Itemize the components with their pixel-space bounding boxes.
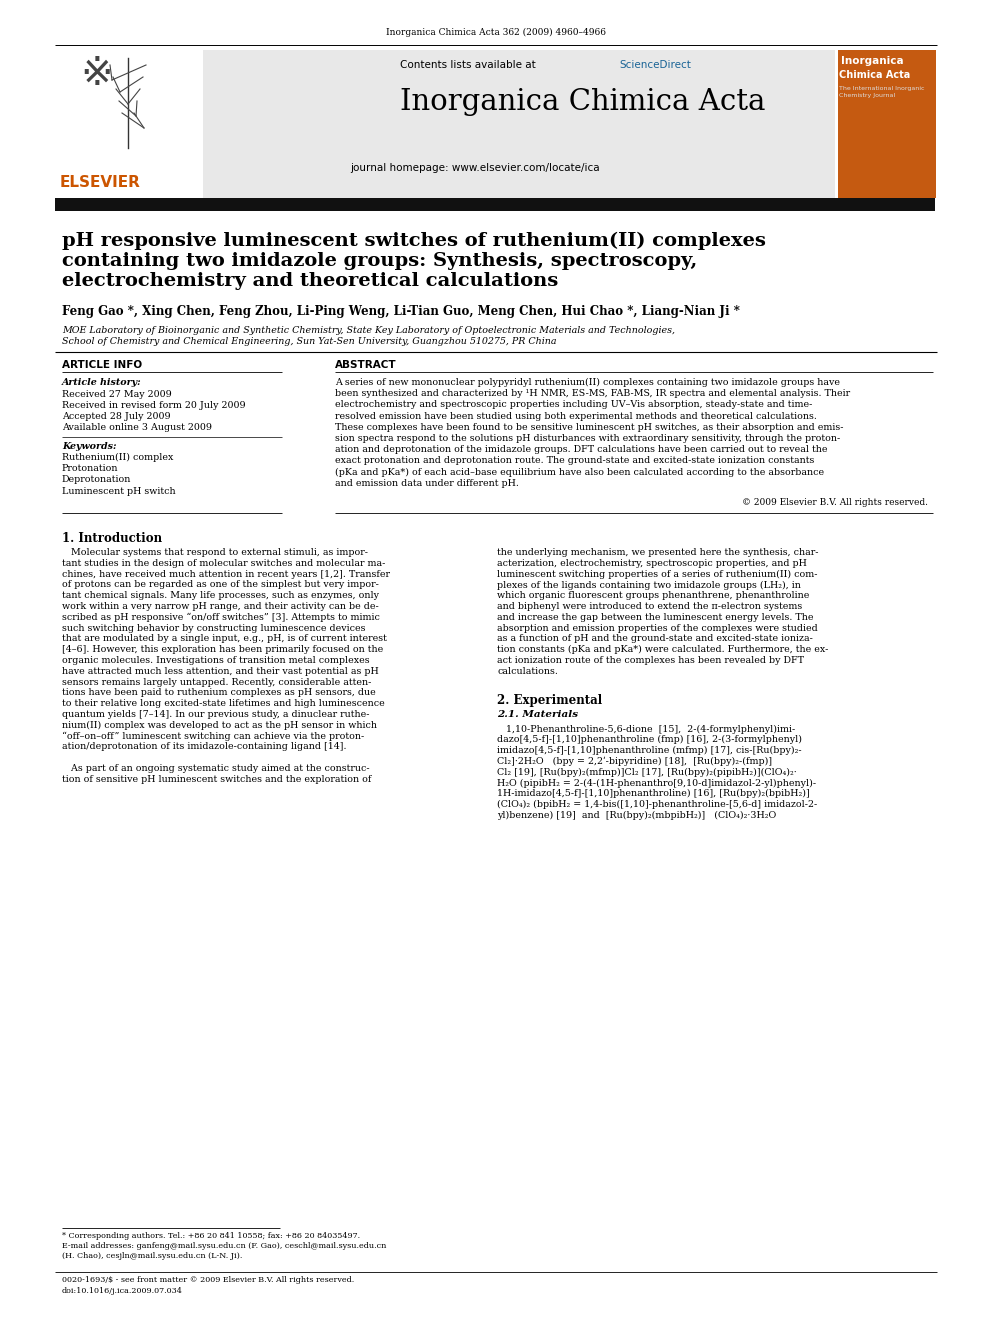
Text: As part of an ongoing systematic study aimed at the construc-: As part of an ongoing systematic study a…: [62, 763, 370, 773]
Text: Chemistry Journal: Chemistry Journal: [839, 93, 895, 98]
Bar: [55, 50, 203, 198]
Text: Available online 3 August 2009: Available online 3 August 2009: [62, 423, 212, 433]
Text: tion of sensitive pH luminescent switches and the exploration of: tion of sensitive pH luminescent switche…: [62, 775, 371, 783]
Text: 0020-1693/$ - see front matter © 2009 Elsevier B.V. All rights reserved.: 0020-1693/$ - see front matter © 2009 El…: [62, 1275, 354, 1285]
Text: electrochemistry and theoretical calculations: electrochemistry and theoretical calcula…: [62, 273, 558, 290]
Text: absorption and emission properties of the complexes were studied: absorption and emission properties of th…: [497, 623, 817, 632]
Text: and biphenyl were introduced to extend the π-electron systems: and biphenyl were introduced to extend t…: [497, 602, 803, 611]
Text: Luminescent pH switch: Luminescent pH switch: [62, 487, 176, 496]
Text: organic molecules. Investigations of transition metal complexes: organic molecules. Investigations of tra…: [62, 656, 370, 665]
Text: Protonation: Protonation: [62, 464, 118, 474]
Text: A series of new mononuclear polypyridyl ruthenium(II) complexes containing two i: A series of new mononuclear polypyridyl …: [335, 378, 840, 388]
Text: and increase the gap between the luminescent energy levels. The: and increase the gap between the lumines…: [497, 613, 813, 622]
Text: School of Chemistry and Chemical Engineering, Sun Yat-Sen University, Guangzhou : School of Chemistry and Chemical Enginee…: [62, 337, 557, 347]
Text: tant studies in the design of molecular switches and molecular ma-: tant studies in the design of molecular …: [62, 558, 385, 568]
Text: pH responsive luminescent switches of ruthenium(II) complexes: pH responsive luminescent switches of ru…: [62, 232, 766, 250]
Text: ation/deprotonation of its imidazole-containing ligand [14].: ation/deprotonation of its imidazole-con…: [62, 742, 346, 751]
Text: ABSTRACT: ABSTRACT: [335, 360, 397, 370]
Text: Inorganica: Inorganica: [841, 56, 904, 66]
Text: Ruthenium(II) complex: Ruthenium(II) complex: [62, 452, 174, 462]
Text: of protons can be regarded as one of the simplest but very impor-: of protons can be regarded as one of the…: [62, 581, 379, 590]
Text: ELSEVIER: ELSEVIER: [60, 175, 141, 191]
Text: 2.1. Materials: 2.1. Materials: [497, 710, 578, 720]
Bar: [838, 50, 936, 198]
Text: resolved emission have been studied using both experimental methods and theoreti: resolved emission have been studied usin…: [335, 411, 816, 421]
Text: calculations.: calculations.: [497, 667, 558, 676]
Text: dazo[4,5-f]-[1,10]phenanthroline (fmp) [16], 2-(3-formylphenyl): dazo[4,5-f]-[1,10]phenanthroline (fmp) […: [497, 736, 802, 745]
Text: (H. Chao), cesjln@mail.sysu.edu.cn (L-N. Ji).: (H. Chao), cesjln@mail.sysu.edu.cn (L-N.…: [62, 1252, 242, 1259]
Text: electrochemistry and spectroscopic properties including UV–Vis absorption, stead: electrochemistry and spectroscopic prope…: [335, 401, 812, 409]
Text: the underlying mechanism, we presented here the synthesis, char-: the underlying mechanism, we presented h…: [497, 548, 818, 557]
Text: Article history:: Article history:: [62, 378, 142, 388]
Text: The International Inorganic: The International Inorganic: [839, 86, 925, 91]
Text: chines, have received much attention in recent years [1,2]. Transfer: chines, have received much attention in …: [62, 570, 390, 578]
Text: as a function of pH and the ground-state and excited-state ioniza-: as a function of pH and the ground-state…: [497, 635, 812, 643]
Text: Accepted 28 July 2009: Accepted 28 July 2009: [62, 411, 171, 421]
Text: Molecular systems that respond to external stimuli, as impor-: Molecular systems that respond to extern…: [62, 548, 368, 557]
Text: 1H-imidazo[4,5-f]-[1,10]phenanthroline) [16], [Ru(bpy)₂(bpibH₂)]: 1H-imidazo[4,5-f]-[1,10]phenanthroline) …: [497, 790, 809, 798]
Text: MOE Laboratory of Bioinorganic and Synthetic Chemistry, State Key Laboratory of : MOE Laboratory of Bioinorganic and Synth…: [62, 325, 675, 335]
Text: yl)benzene) [19]  and  [Ru(bpy)₂(mbpibH₂)]   (ClO₄)₂·3H₂O: yl)benzene) [19] and [Ru(bpy)₂(mbpibH₂)]…: [497, 811, 777, 820]
Text: 1. Introduction: 1. Introduction: [62, 532, 162, 545]
Text: been synthesized and characterized by ¹H NMR, ES-MS, FAB-MS, IR spectra and elem: been synthesized and characterized by ¹H…: [335, 389, 850, 398]
Text: ation and deprotonation of the imidazole groups. DFT calculations have been carr: ation and deprotonation of the imidazole…: [335, 446, 827, 454]
Text: tions have been paid to ruthenium complexes as pH sensors, due: tions have been paid to ruthenium comple…: [62, 688, 376, 697]
Text: (ClO₄)₂ (bpibH₂ = 1,4-bis([1,10]-phenanthroline-[5,6-d] imidazol-2-: (ClO₄)₂ (bpibH₂ = 1,4-bis([1,10]-phenant…: [497, 800, 817, 810]
Text: Cl₂]·2H₂O   (bpy = 2,2ʹ-bipyridine) [18],  [Ru(bpy)₂-(fmp)]: Cl₂]·2H₂O (bpy = 2,2ʹ-bipyridine) [18], …: [497, 757, 772, 766]
Text: Deprotonation: Deprotonation: [62, 475, 131, 484]
Text: © 2009 Elsevier B.V. All rights reserved.: © 2009 Elsevier B.V. All rights reserved…: [742, 497, 928, 507]
Text: to their relative long excited-state lifetimes and high luminescence: to their relative long excited-state lif…: [62, 699, 385, 708]
Text: Chimica Acta: Chimica Acta: [839, 70, 911, 79]
Text: tant chemical signals. Many life processes, such as enzymes, only: tant chemical signals. Many life process…: [62, 591, 379, 601]
Text: ScienceDirect: ScienceDirect: [619, 60, 690, 70]
Text: journal homepage: www.elsevier.com/locate/ica: journal homepage: www.elsevier.com/locat…: [350, 163, 599, 173]
Text: imidazo[4,5-f]-[1,10]phenanthroline (mfmp) [17], cis-[Ru(bpy)₂-: imidazo[4,5-f]-[1,10]phenanthroline (mfm…: [497, 746, 802, 755]
Text: containing two imidazole groups: Synthesis, spectroscopy,: containing two imidazole groups: Synthes…: [62, 251, 697, 270]
Text: These complexes have been found to be sensitive luminescent pH switches, as thei: These complexes have been found to be se…: [335, 423, 843, 431]
Text: nium(II) complex was developed to act as the pH sensor in which: nium(II) complex was developed to act as…: [62, 721, 377, 730]
Text: exact protonation and deprotonation route. The ground-state and excited-state io: exact protonation and deprotonation rout…: [335, 456, 814, 466]
Text: Keywords:: Keywords:: [62, 442, 116, 451]
Text: ※: ※: [80, 56, 113, 93]
Bar: [55, 198, 935, 210]
Text: that are modulated by a single input, e.g., pH, is of current interest: that are modulated by a single input, e.…: [62, 635, 387, 643]
Text: and emission data under different pH.: and emission data under different pH.: [335, 479, 519, 488]
Text: “off–on–off” luminescent switching can achieve via the proton-: “off–on–off” luminescent switching can a…: [62, 732, 364, 741]
Text: Received 27 May 2009: Received 27 May 2009: [62, 390, 172, 400]
Text: (pKa and pKa*) of each acid–base equilibrium have also been calculated according: (pKa and pKa*) of each acid–base equilib…: [335, 467, 824, 476]
Text: quantum yields [7–14]. In our previous study, a dinuclear ruthe-: quantum yields [7–14]. In our previous s…: [62, 710, 369, 718]
Text: 1,10-Phenanthroline-5,6-dione  [15],  2-(4-formylphenyl)imi-: 1,10-Phenanthroline-5,6-dione [15], 2-(4…: [497, 725, 796, 733]
Text: scribed as pH responsive “on/off switches” [3]. Attempts to mimic: scribed as pH responsive “on/off switche…: [62, 613, 380, 622]
Text: 2. Experimental: 2. Experimental: [497, 695, 602, 708]
Text: ARTICLE INFO: ARTICLE INFO: [62, 360, 142, 370]
Text: Received in revised form 20 July 2009: Received in revised form 20 July 2009: [62, 401, 246, 410]
Text: work within a very narrow pH range, and their activity can be de-: work within a very narrow pH range, and …: [62, 602, 379, 611]
Text: * Corresponding authors. Tel.: +86 20 841 10558; fax: +86 20 84035497.: * Corresponding authors. Tel.: +86 20 84…: [62, 1232, 360, 1240]
Text: E-mail addresses: ganfeng@mail.sysu.edu.cn (F. Gao), ceschl@mail.sysu.edu.cn: E-mail addresses: ganfeng@mail.sysu.edu.…: [62, 1242, 386, 1250]
Text: which organic fluorescent groups phenanthrene, phenanthroline: which organic fluorescent groups phenant…: [497, 591, 809, 601]
Text: Inorganica Chimica Acta: Inorganica Chimica Acta: [400, 89, 766, 116]
Text: [4–6]. However, this exploration has been primarily focused on the: [4–6]. However, this exploration has bee…: [62, 646, 383, 654]
Text: have attracted much less attention, and their vast potential as pH: have attracted much less attention, and …: [62, 667, 379, 676]
Text: luminescent switching properties of a series of ruthenium(II) com-: luminescent switching properties of a se…: [497, 570, 817, 578]
Text: Inorganica Chimica Acta 362 (2009) 4960–4966: Inorganica Chimica Acta 362 (2009) 4960–…: [386, 28, 606, 37]
Text: act ionization route of the complexes has been revealed by DFT: act ionization route of the complexes ha…: [497, 656, 804, 665]
Text: Contents lists available at: Contents lists available at: [400, 60, 539, 70]
Text: sensors remains largely untapped. Recently, considerable atten-: sensors remains largely untapped. Recent…: [62, 677, 371, 687]
Text: H₂O (pipibH₂ = 2-(4-(1H-phenanthro[9,10-d]imidazol-2-yl)phenyl)-: H₂O (pipibH₂ = 2-(4-(1H-phenanthro[9,10-…: [497, 778, 816, 787]
Text: sion spectra respond to the solutions pH disturbances with extraordinary sensiti: sion spectra respond to the solutions pH…: [335, 434, 840, 443]
Text: tion constants (pKa and pKa*) were calculated. Furthermore, the ex-: tion constants (pKa and pKa*) were calcu…: [497, 646, 828, 655]
Text: such switching behavior by constructing luminescence devices: such switching behavior by constructing …: [62, 623, 365, 632]
Text: Cl₂ [19], [Ru(bpy)₂(mfmp)]Cl₂ [17], [Ru(bpy)₂(pipibH₂)](ClO₄)₂·: Cl₂ [19], [Ru(bpy)₂(mfmp)]Cl₂ [17], [Ru(…: [497, 767, 797, 777]
Text: plexes of the ligands containing two imidazole groups (LH₂), in: plexes of the ligands containing two imi…: [497, 581, 801, 590]
Text: Feng Gao *, Xing Chen, Feng Zhou, Li-Ping Weng, Li-Tian Guo, Meng Chen, Hui Chao: Feng Gao *, Xing Chen, Feng Zhou, Li-Pin…: [62, 306, 740, 318]
Text: doi:10.1016/j.ica.2009.07.034: doi:10.1016/j.ica.2009.07.034: [62, 1287, 183, 1295]
Bar: [55, 50, 835, 198]
Text: acterization, electrochemistry, spectroscopic properties, and pH: acterization, electrochemistry, spectros…: [497, 558, 806, 568]
